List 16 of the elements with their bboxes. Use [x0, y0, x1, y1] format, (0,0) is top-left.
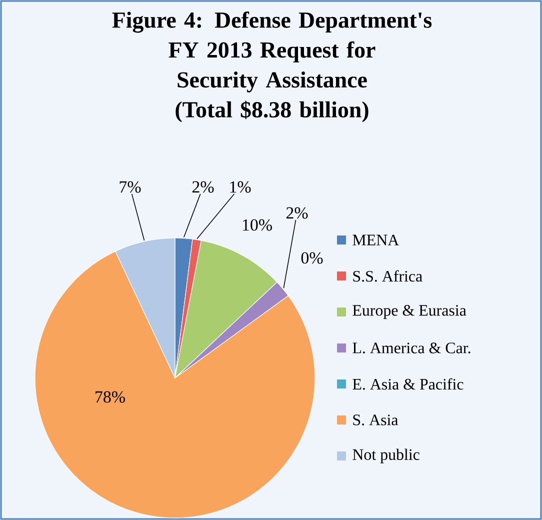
legend-label: Not public: [352, 448, 420, 464]
legend-label: MENA: [352, 234, 400, 246]
legend-label: S.S. Africa: [353, 270, 422, 282]
data-label: 10%: [242, 219, 272, 231]
text: 0%: [301, 252, 323, 264]
legend-label: E. Asia & Pacific: [352, 378, 464, 390]
legend-label: L. America & Car.: [352, 342, 470, 354]
data-label: 2%: [286, 207, 308, 219]
data-label: 2%: [192, 181, 214, 193]
data-label: 78%: [96, 391, 125, 403]
legend-label: Europe & Eurasia: [352, 304, 466, 319]
data-label: 1%: [230, 181, 251, 193]
legend-label: S. Asia: [353, 414, 398, 426]
data-label: 7%: [120, 181, 141, 193]
chart-subtitle: (Total $8.38 billion): [176, 100, 368, 122]
chart-title: Figure 4: Defense Department's FY 2013 Request for Security Assistance: [112, 12, 432, 92]
